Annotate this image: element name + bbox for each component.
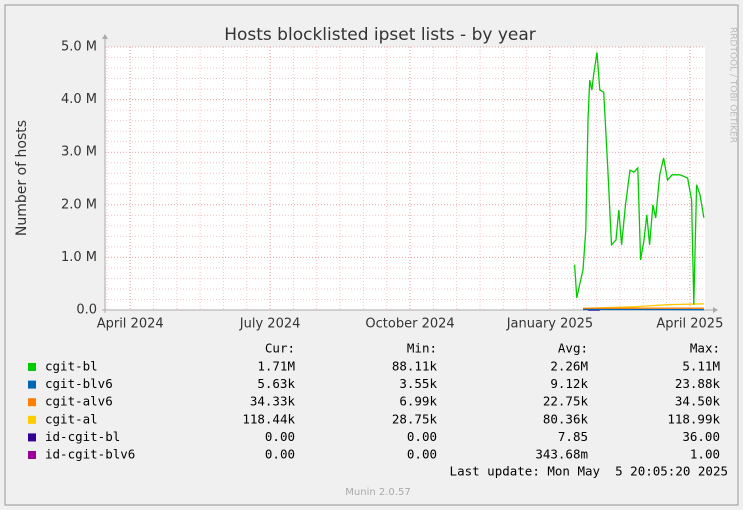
last-update: Last update: Mon May 5 20:05:20 2025 [450, 464, 728, 479]
legend-label: id-cgit-blv6 [45, 447, 135, 462]
footer: Munin 2.0.57 [345, 487, 410, 498]
legend-label: cgit-alv6 [45, 394, 113, 409]
legend-stat: 118.99k [667, 411, 720, 426]
x-tick-label: April 2024 [97, 317, 164, 332]
plot-area [105, 47, 705, 310]
legend-label: cgit-bl [45, 359, 98, 374]
legend-stat: 118.44k [242, 411, 295, 426]
legend-swatch [28, 451, 36, 459]
legend-stat: 5.11M [682, 359, 720, 374]
legend-swatch [28, 433, 36, 442]
legend-stat: 0.00 [407, 429, 437, 444]
legend-stat: 1.00 [690, 447, 720, 462]
legend-label: id-cgit-bl [45, 429, 120, 444]
legend-swatch [28, 380, 36, 389]
axis-arrow [713, 307, 718, 313]
legend-stat: 0.00 [407, 447, 437, 462]
legend-stat: 36.00 [682, 429, 720, 444]
legend-stat: 22.75k [543, 394, 589, 409]
series-line [582, 303, 704, 310]
legend-stat: 34.50k [675, 394, 721, 409]
legend-stat: 9.12k [550, 376, 588, 391]
y-tick-label: 2.0 M [61, 197, 97, 212]
x-tick-label: April 2025 [656, 317, 723, 332]
legend-stat: 3.55k [399, 376, 437, 391]
y-tick-label: 4.0 M [61, 92, 97, 107]
legend-stat: 23.88k [675, 376, 721, 391]
legend-header: Cur: [265, 341, 295, 356]
legend-label: cgit-blv6 [45, 376, 113, 391]
legend-stat: 2.26M [550, 359, 588, 374]
y-tick-label: 1.0 M [61, 250, 97, 265]
legend-stat: 28.75k [392, 411, 438, 426]
legend-stat: 1.71M [257, 359, 295, 374]
legend-stat: 0.00 [265, 429, 295, 444]
legend-stat: 5.63k [257, 376, 295, 391]
legend-header: Min: [407, 341, 437, 356]
y-axis-label: Number of hosts [14, 120, 30, 236]
x-tick-label: July 2024 [239, 317, 301, 332]
legend-stat: 80.36k [543, 411, 589, 426]
series-line [573, 52, 705, 305]
x-tick-label: October 2024 [365, 317, 454, 332]
side-text: RRDTOOL / TOBI OETIKER [728, 27, 738, 143]
legend-stat: 34.33k [250, 394, 296, 409]
legend-stat: 0.00 [265, 447, 295, 462]
legend-stat: 6.99k [399, 394, 437, 409]
legend-swatch [28, 398, 36, 407]
legend-swatch [28, 363, 36, 371]
axis-arrow [102, 34, 108, 39]
y-tick-label: 0.0 [76, 303, 97, 318]
legend-header: Max: [690, 341, 720, 356]
legend-stat: 343.68m [535, 447, 588, 462]
y-tick-label: 3.0 M [61, 145, 97, 160]
legend-stat: 7.85 [558, 429, 588, 444]
chart-title: Hosts blocklisted ipset lists - by year [224, 25, 536, 45]
legend-label: cgit-al [45, 411, 98, 426]
x-tick-label: January 2025 [506, 317, 594, 332]
legend-swatch [28, 415, 36, 424]
legend-header: Avg: [558, 341, 588, 356]
legend-stat: 88.11k [392, 359, 438, 374]
y-tick-label: 5.0 M [61, 40, 97, 55]
